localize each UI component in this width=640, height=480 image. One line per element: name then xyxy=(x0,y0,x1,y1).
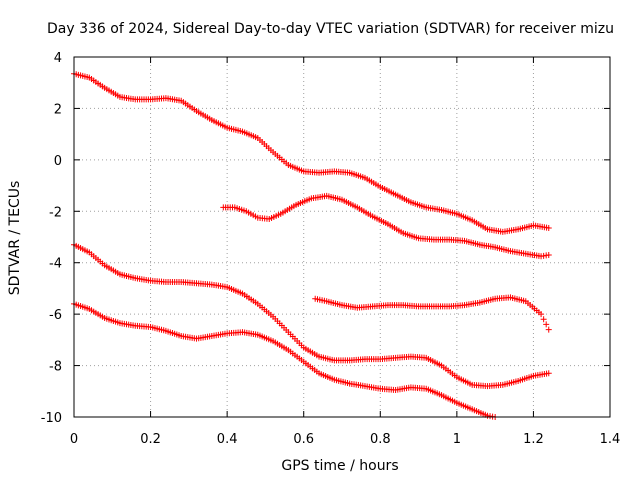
y-tick-label: 4 xyxy=(54,51,62,66)
x-tick-label: 1 xyxy=(453,432,461,447)
x-tick-label: 0.6 xyxy=(293,432,314,447)
y-tick-label: -4 xyxy=(49,257,62,272)
y-tick-label: -6 xyxy=(49,308,62,323)
plot-frame xyxy=(73,56,611,418)
data-point xyxy=(545,225,552,231)
x-axis-title: GPS time / hours xyxy=(281,458,398,474)
data-point xyxy=(545,252,552,258)
y-axis-title: SDTVAR / TECUs xyxy=(7,181,23,296)
series-4 xyxy=(312,294,552,333)
data-series xyxy=(71,70,552,420)
grid-lines xyxy=(74,57,610,417)
x-tick-label: 0.2 xyxy=(140,432,161,447)
data-point xyxy=(538,311,545,318)
series-1 xyxy=(71,70,552,235)
data-point xyxy=(545,370,552,377)
x-tick-label: 1.4 xyxy=(600,432,621,447)
data-point xyxy=(545,326,552,333)
series-5 xyxy=(71,300,499,420)
series-2 xyxy=(220,192,552,260)
axis-ticks: 0 0.2 0.4 0.6 0.8 1 1.2 1.4 -10 -8 -6 -4 -2 0 2 4 xyxy=(41,51,621,447)
data-point xyxy=(540,316,547,323)
x-tick-label: 1.2 xyxy=(523,432,544,447)
x-tick-label: 0.8 xyxy=(370,432,391,447)
y-tick-label: 0 xyxy=(54,154,62,169)
x-tick-label: 0.4 xyxy=(217,432,238,447)
y-tick-label: -8 xyxy=(49,360,62,375)
y-tick-label: 2 xyxy=(54,102,62,117)
data-point xyxy=(543,321,550,328)
series-3 xyxy=(71,241,552,390)
x-tick-label: 0 xyxy=(70,432,78,447)
y-tick-label: -10 xyxy=(41,411,62,426)
chart-title: Day 336 of 2024, Sidereal Day-to-day VTE… xyxy=(47,21,614,37)
y-tick-label: -2 xyxy=(49,205,62,220)
